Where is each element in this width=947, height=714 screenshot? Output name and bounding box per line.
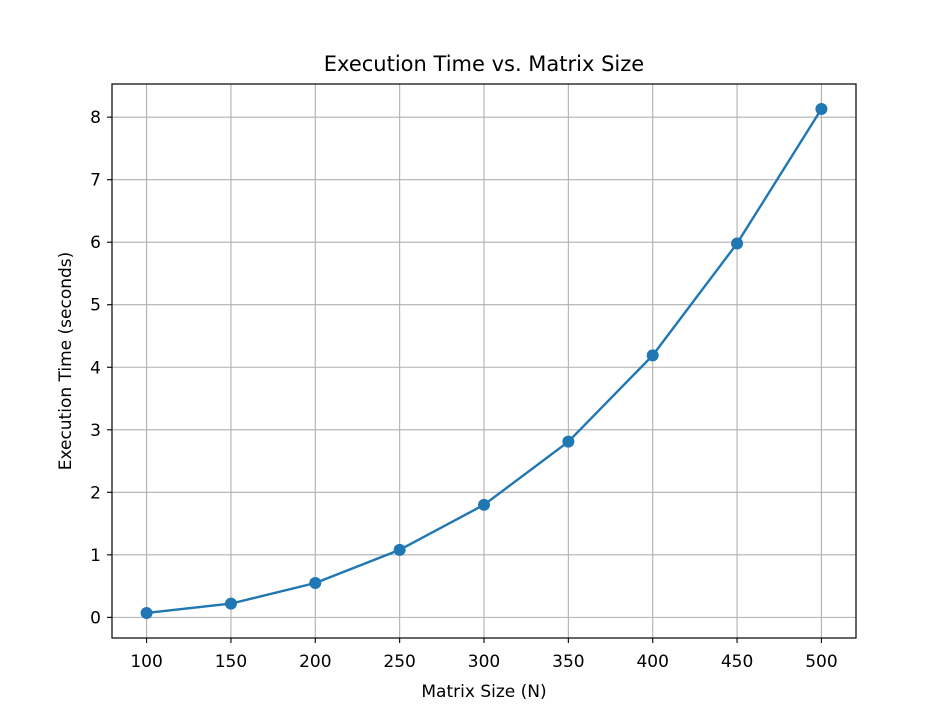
data-point [562,435,575,448]
x-axis-ticks: 100 150 200 250 300 350 400 450 500 [130,638,838,672]
x-tick-label: 300 [468,652,500,672]
data-point [815,103,828,116]
grid-lines [112,84,856,638]
x-tick-label: 150 [215,652,247,672]
data-point [140,606,153,619]
data-point [393,543,406,556]
data-point [646,349,659,362]
x-tick-label: 350 [552,652,584,672]
y-tick-label: 3 [90,421,101,441]
y-tick-label: 6 [90,233,101,253]
x-tick-label: 100 [130,652,162,672]
y-tick-label: 0 [90,608,101,628]
x-tick-label: 200 [299,652,331,672]
y-tick-label: 1 [90,546,101,566]
x-axis-label: Matrix Size (N) [421,682,546,702]
data-point [478,498,490,511]
y-axis-label: Execution Time (seconds) [56,252,76,471]
data-point [309,576,322,589]
chart-title: Execution Time vs. Matrix Size [324,52,644,76]
y-axis-ticks: 0 1 2 3 4 5 6 7 8 [90,108,112,628]
y-tick-label: 5 [90,296,101,316]
x-tick-label: 400 [636,652,668,672]
data-point [731,237,744,250]
x-tick-label: 450 [721,652,753,672]
y-tick-label: 8 [90,108,101,128]
data-point [224,597,237,610]
y-tick-label: 2 [90,483,101,503]
y-tick-label: 4 [90,358,101,378]
x-tick-label: 250 [383,652,415,672]
y-tick-label: 7 [90,171,101,191]
series-layer [140,103,828,619]
x-tick-label: 500 [805,652,837,672]
